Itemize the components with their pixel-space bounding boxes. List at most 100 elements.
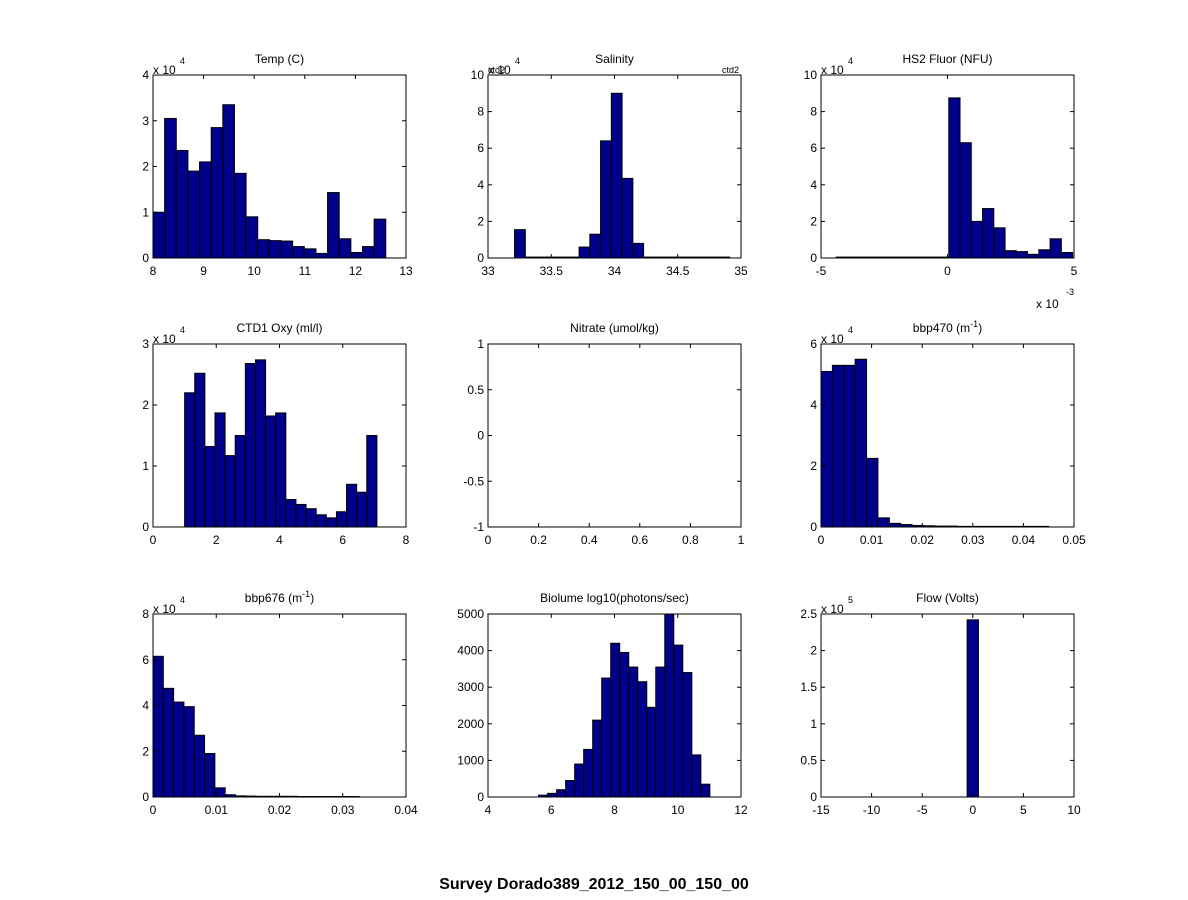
x-tick-label: 0.03	[961, 533, 985, 547]
x-tick-label: 0	[150, 533, 157, 547]
x-tick-label: -15	[812, 803, 830, 817]
histogram-bar	[338, 238, 352, 259]
histogram-bar	[583, 748, 594, 798]
histogram-bar	[888, 522, 902, 528]
y-exponent-power: 5	[848, 595, 853, 605]
histogram-bar	[589, 233, 602, 259]
y-tick-label: 0	[142, 790, 149, 804]
y-tick-label: 0	[810, 251, 817, 265]
axes-box	[820, 343, 1075, 528]
y-tick-label: 6	[477, 141, 484, 155]
y-exponent-label: x 10	[488, 63, 511, 77]
histogram-bar	[303, 248, 317, 259]
x-tick-label: 10	[671, 803, 685, 817]
y-exponent-power: 4	[180, 325, 185, 335]
x-tick-label: 0.05	[1062, 533, 1086, 547]
y-exponent-power: 4	[848, 325, 853, 335]
subplot-5: 0 0.2 0.4 0.6 0.8 1 -1 -0.5 0 0.5 1 Nitrate (umol/k…	[463, 321, 744, 547]
y-tick-label: 2	[810, 459, 817, 473]
histogram-bar	[646, 706, 657, 798]
x-tick-label: 0	[150, 803, 157, 817]
y-tick-label: 4	[142, 699, 149, 713]
y-tick-label: 3	[142, 337, 149, 351]
subplot-title: CTD1 Oxy (ml/l)	[237, 321, 323, 335]
histogram-bar	[592, 719, 603, 798]
histogram-bar	[574, 763, 585, 798]
histogram-bar	[204, 753, 216, 798]
subplot-title: bbp676 (m-1)	[245, 589, 314, 605]
histogram-bar	[325, 517, 337, 528]
x-tick-label: 0.8	[682, 533, 699, 547]
histogram-bar	[164, 117, 177, 259]
y-tick-label: 3000	[457, 680, 484, 694]
x-tick-label: 11	[299, 264, 312, 278]
subplot-title: bbp470 (m-1)	[913, 319, 982, 335]
histogram-bar	[327, 192, 340, 259]
y-tick-label: 4	[142, 68, 149, 82]
histogram-bar	[233, 172, 247, 259]
histogram-bar	[655, 666, 666, 798]
y-tick-label: 1000	[457, 753, 484, 767]
subplot-2: 33 33.5 34 34.5 35 0 2 4 6 8 10 Salinity x 10 4 ctd2 ct…	[471, 52, 748, 278]
y-tick-label: 0.5	[467, 383, 484, 397]
x-tick-label: 13	[399, 264, 413, 278]
x-tick-label: 0	[944, 264, 951, 278]
y-tick-label: 3	[142, 114, 149, 128]
x-tick-label: 0	[485, 533, 492, 547]
y-tick-label: 2000	[457, 717, 484, 731]
y-tick-label: 4	[477, 178, 484, 192]
histogram-bar	[346, 483, 358, 528]
subplot-title: Salinity	[595, 52, 634, 66]
subplot-4: 0 2 4 6 8 0 1 2 3 CTD1 Oxy (ml/l) x 10 4	[142, 321, 409, 547]
x-tick-label: 0.01	[205, 803, 229, 817]
x-tick-label: 1	[738, 533, 745, 547]
histogram-bar	[275, 412, 287, 528]
figure-suptitle: Survey Dorado389_2012_150_00_150_00	[439, 876, 749, 893]
y-exponent-power: 4	[180, 595, 185, 605]
x-tick-label: 5	[1071, 264, 1078, 278]
histogram-bar	[664, 613, 675, 798]
y-tick-label: 6	[810, 337, 817, 351]
x-tick-label: 0.01	[860, 533, 884, 547]
y-tick-label: 0.5	[800, 753, 817, 767]
x-tick-label: 12	[734, 803, 748, 817]
y-tick-label: 10	[804, 68, 818, 82]
subplot-title: Flow (Volts)	[916, 591, 979, 605]
histogram-bar	[1004, 250, 1017, 259]
subplot-title: Nitrate (umol/kg)	[570, 321, 659, 335]
axes-box	[820, 74, 1075, 259]
histogram-bar	[547, 792, 558, 798]
y-tick-label: 1	[142, 205, 149, 219]
histogram-bar	[193, 734, 206, 798]
histogram-bar	[280, 240, 294, 259]
y-tick-label: 8	[142, 607, 149, 621]
x-tick-label: -5	[816, 264, 827, 278]
axes-box	[820, 613, 1075, 798]
y-tick-label: 2	[810, 214, 817, 228]
y-exponent-label: x 10	[821, 63, 844, 77]
histogram-bar	[993, 227, 1006, 259]
histogram-bar	[335, 511, 348, 528]
histogram-bar	[254, 359, 267, 528]
y-tick-label: 4000	[457, 644, 484, 658]
y-tick-label: 8	[810, 105, 817, 119]
x-exponent-label: x 10	[1036, 297, 1059, 311]
y-tick-label: 0	[810, 520, 817, 534]
x-tick-label: 0.2	[530, 533, 547, 547]
corner-label-right: ctd2	[722, 65, 739, 75]
x-tick-label: 0	[818, 533, 825, 547]
histogram-bar	[265, 415, 277, 528]
axes-box	[487, 343, 742, 528]
x-tick-label: 0.02	[911, 533, 935, 547]
y-exponent-label: x 10	[153, 332, 176, 346]
corner-label-left: ctd2	[488, 65, 505, 75]
y-tick-label: 4	[810, 398, 817, 412]
histogram-bar	[619, 651, 630, 798]
y-tick-label: 2	[142, 744, 149, 758]
y-exponent-label: x 10	[153, 602, 176, 616]
x-tick-label: 4	[276, 533, 283, 547]
y-tick-label: 2	[142, 398, 149, 412]
histogram-bar	[187, 170, 201, 259]
